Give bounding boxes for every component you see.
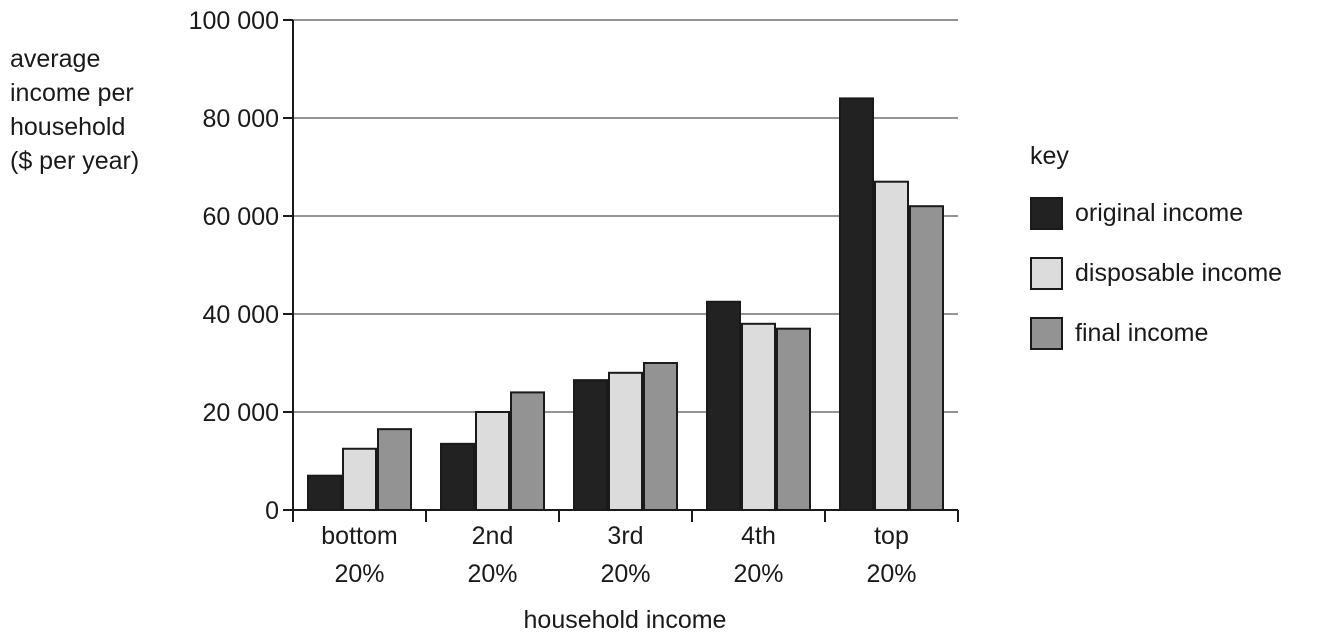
legend-item-original-income: original income xyxy=(1030,183,1282,243)
bar-original-income-1 xyxy=(440,442,475,512)
bar-final-income-0 xyxy=(377,428,412,511)
legend-swatch xyxy=(1030,256,1063,290)
bar-disposable-income-4 xyxy=(874,180,909,511)
x-tick-label: 20% xyxy=(600,560,650,588)
y-tick-labels: 0 20 000 40 000 60 000 80 000 100 000 xyxy=(189,7,279,525)
legend-title: key xyxy=(1030,142,1069,170)
legend-label: final income xyxy=(1075,318,1209,347)
legend: key original income disposable income fi… xyxy=(1030,142,1282,363)
y-axis-title-line: ($ per year) xyxy=(10,147,140,175)
legend-label: original income xyxy=(1075,198,1244,227)
y-axis-title-line: average xyxy=(10,45,101,73)
bar-disposable-income-3 xyxy=(741,322,776,511)
axes xyxy=(283,19,959,522)
bar-original-income-3 xyxy=(706,300,741,511)
bar-final-income-4 xyxy=(909,205,944,511)
bar-disposable-income-0 xyxy=(342,447,377,511)
y-tick-label: 0 xyxy=(265,497,279,525)
y-tick-label: 20 000 xyxy=(203,399,279,427)
bar-disposable-income-2 xyxy=(608,371,643,511)
x-tick-labels: bottom 20% 2nd 20% 3rd 20% 4th 20% top 20% xyxy=(321,522,916,588)
bars xyxy=(307,97,944,512)
legend-swatch xyxy=(1030,316,1063,350)
y-tick-label: 80 000 xyxy=(203,105,279,133)
x-tick-label: 20% xyxy=(733,560,783,588)
bar-disposable-income-1 xyxy=(475,411,510,511)
x-tick-label: 3rd xyxy=(607,522,643,550)
bar-final-income-1 xyxy=(510,391,545,511)
y-tick-label: 60 000 xyxy=(203,203,279,231)
y-axis-title: average income per household ($ per year… xyxy=(10,42,139,178)
x-tick-label: bottom xyxy=(321,522,397,550)
y-tick-label: 40 000 xyxy=(203,301,279,329)
bar-original-income-0 xyxy=(307,474,342,512)
x-tick-label: 20% xyxy=(334,560,384,588)
bar-final-income-2 xyxy=(643,362,678,511)
x-tick-label: 20% xyxy=(467,560,517,588)
legend-item-disposable-income: disposable income xyxy=(1030,243,1282,303)
legend-label: disposable income xyxy=(1075,258,1283,287)
legend-swatch xyxy=(1030,196,1063,230)
x-tick-label: 2nd xyxy=(472,522,514,550)
bar-original-income-4 xyxy=(839,97,874,512)
bar-final-income-3 xyxy=(776,327,811,512)
y-axis-title-line: income per xyxy=(10,79,134,107)
x-tick-label: 20% xyxy=(866,560,916,588)
x-tick-label: top xyxy=(874,522,909,550)
x-axis-title: household income xyxy=(523,606,727,634)
x-tick-label: 4th xyxy=(741,522,776,550)
y-tick-label: 100 000 xyxy=(189,7,279,35)
y-axis-title-line: household xyxy=(10,113,126,141)
legend-item-final-income: final income xyxy=(1030,303,1282,363)
bar-original-income-2 xyxy=(573,379,608,511)
